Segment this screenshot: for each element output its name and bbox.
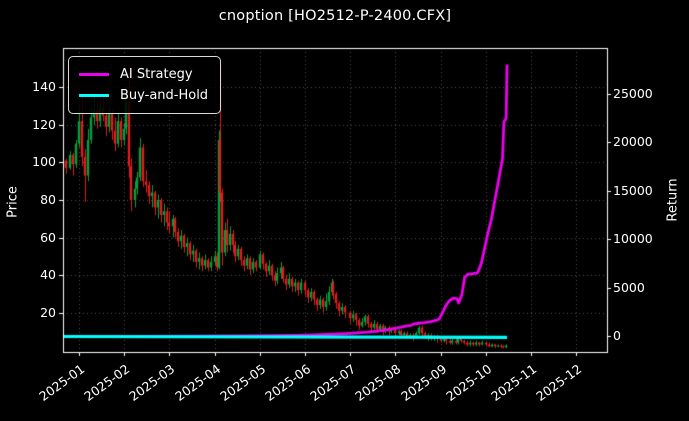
y-left-tick-label: 140 (32, 79, 56, 95)
legend-label-ai-strategy: AI Strategy (120, 67, 193, 82)
y-right-tick-label: 25000 (613, 85, 653, 101)
y-left-tick-label: 40 (40, 267, 56, 283)
y-axis-right-label: Return (665, 178, 681, 222)
legend-item-buy-and-hold: Buy-and-Hold (79, 85, 208, 106)
ai-strategy-line-swatch (79, 72, 109, 77)
y-left-tick-label: 80 (40, 192, 56, 207)
y-right-tick-label: 15000 (613, 182, 653, 198)
y-right-tick-label: 20000 (613, 134, 653, 150)
y-left-tick-label: 20 (40, 304, 56, 320)
y-left-tick-label: 100 (32, 154, 56, 170)
y-left-tick-label: 120 (32, 116, 56, 132)
buy-and-hold-line-swatch (79, 93, 109, 98)
legend: AI Strategy Buy-and-Hold (68, 56, 222, 114)
y-right-tick-label: 5000 (613, 279, 645, 295)
y-left-tick-label: 60 (40, 229, 56, 245)
legend-item-ai-strategy: AI Strategy (79, 64, 208, 85)
y-right-tick-label: 0 (613, 328, 621, 344)
chart-title: cnoption [HO2512-P-2400.CFX] (218, 8, 452, 24)
y-right-tick-label: 10000 (613, 231, 653, 247)
legend-label-buy-and-hold: Buy-and-Hold (120, 88, 209, 103)
